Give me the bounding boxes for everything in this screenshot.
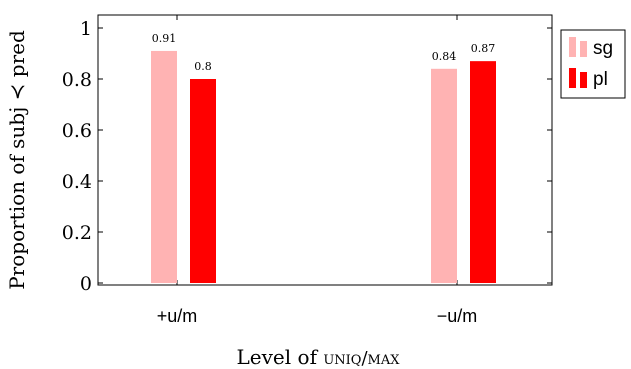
x-tick-label: +u/m xyxy=(157,306,198,326)
y-axis-label: Proportion of subj ≺ pred xyxy=(5,30,29,290)
bar-sg-2 xyxy=(431,68,457,283)
x-axis-label-main: Level of xyxy=(237,345,324,369)
bar-pl-1 xyxy=(190,79,216,283)
y-tick-label: 0.2 xyxy=(62,222,92,244)
legend-swatch-sg xyxy=(569,37,576,57)
bar-value-label: 0.84 xyxy=(432,50,457,63)
bar-sg-1 xyxy=(151,50,177,284)
legend-label-pl: pl xyxy=(593,69,608,90)
y-tick-label: 0 xyxy=(80,273,92,295)
x-axis-label: Level of uniq/max xyxy=(237,345,401,369)
bars xyxy=(151,50,496,284)
y-tick-label: 1 xyxy=(80,18,92,40)
legend-swatch-pl xyxy=(569,68,576,88)
legend-swatch-pl-2 xyxy=(580,72,587,88)
bar-pl-2 xyxy=(470,61,496,284)
bar-value-label: 0.91 xyxy=(152,32,177,45)
legend-label-sg: sg xyxy=(593,38,613,59)
x-tick-label: −u/m xyxy=(437,306,478,326)
x-axis-label-smallcaps: uniq/max xyxy=(323,348,400,369)
axes: 0 0.2 0.4 0.6 0.8 1 +u/m −u/m xyxy=(62,14,553,326)
value-labels: 0.91 0.84 0.8 0.87 xyxy=(152,32,496,73)
legend-swatch-sg-2 xyxy=(580,41,587,57)
bar-value-label: 0.8 xyxy=(194,60,212,73)
y-tick-label: 0.6 xyxy=(62,120,92,142)
bar-value-label: 0.87 xyxy=(471,42,496,55)
legend: sg pl xyxy=(560,29,626,99)
plot-frame xyxy=(97,14,553,286)
y-tick-label: 0.4 xyxy=(62,171,92,193)
y-tick-label: 0.8 xyxy=(62,69,92,91)
